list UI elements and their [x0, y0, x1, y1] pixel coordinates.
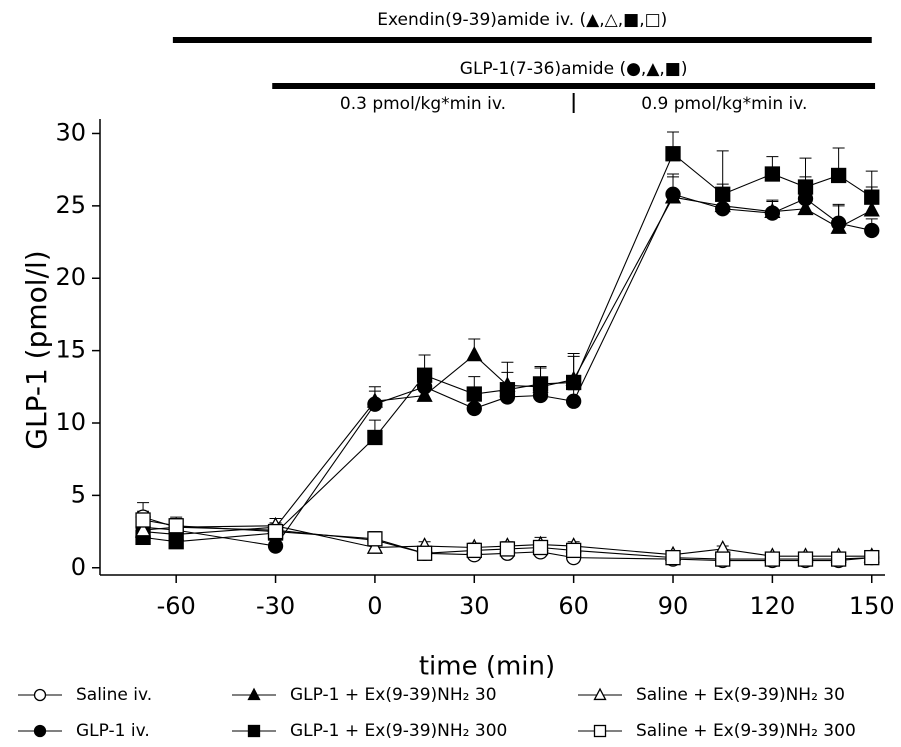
- y-tick-label: 0: [71, 553, 86, 581]
- marker: [593, 687, 607, 701]
- marker: [797, 551, 814, 567]
- marker: [366, 538, 383, 554]
- marker: [168, 518, 184, 534]
- marker: [33, 724, 47, 738]
- marker: [565, 542, 582, 559]
- marker: [367, 429, 383, 446]
- legend-label: Saline iv.: [76, 685, 152, 705]
- x-tick-label: 150: [849, 592, 895, 620]
- marker: [797, 179, 814, 195]
- marker: [864, 549, 880, 566]
- marker: [665, 146, 681, 162]
- marker: [247, 724, 261, 738]
- marker: [366, 392, 383, 408]
- marker: [466, 542, 482, 559]
- marker: [367, 531, 383, 547]
- x-axis-label: time (min): [419, 652, 555, 682]
- marker: [863, 201, 880, 217]
- marker: [416, 386, 433, 402]
- marker: [565, 374, 582, 391]
- x-tick-label: 60: [558, 592, 589, 620]
- marker: [499, 541, 516, 557]
- x-tick-label: 90: [658, 592, 689, 620]
- marker: [532, 376, 549, 392]
- y-tick-label: 15: [55, 336, 86, 364]
- infusion-label: GLP-1(7-36)amide (●,▲,■): [460, 59, 688, 79]
- marker: [499, 382, 516, 398]
- marker: [797, 199, 814, 216]
- marker: [715, 551, 731, 567]
- marker: [764, 166, 781, 182]
- marker: [134, 521, 152, 537]
- marker: [714, 196, 731, 213]
- marker: [830, 167, 847, 184]
- marker: [864, 189, 880, 205]
- marker: [466, 346, 483, 362]
- marker: [593, 724, 607, 738]
- marker: [416, 545, 433, 561]
- marker: [416, 367, 433, 383]
- legend-label: Saline + Ex(9-39)NH₂ 300: [636, 721, 856, 741]
- marker: [764, 202, 781, 218]
- x-tick-label: -60: [157, 592, 196, 620]
- marker: [168, 534, 184, 550]
- infusion-label: Exendin(9-39)amide iv. (▲,△,■,□): [377, 10, 667, 30]
- marker: [764, 551, 781, 567]
- dose-label: 0.9 pmol/kg*min iv.: [641, 94, 807, 114]
- legend-label: GLP-1 + Ex(9-39)NH₂ 300: [290, 721, 507, 741]
- y-tick-label: 25: [55, 191, 86, 219]
- marker: [665, 549, 681, 566]
- marker: [830, 218, 847, 234]
- y-tick-label: 20: [55, 263, 86, 291]
- marker: [247, 687, 261, 701]
- dose-label: 0.3 pmol/kg*min iv.: [340, 94, 506, 114]
- legend-label: Saline + Ex(9-39)NH₂ 30: [636, 685, 845, 705]
- marker: [532, 539, 549, 556]
- x-tick-label: 30: [459, 592, 490, 620]
- marker: [267, 523, 284, 540]
- x-tick-label: 120: [749, 592, 795, 620]
- marker: [33, 688, 47, 702]
- x-tick-label: 0: [367, 592, 382, 620]
- marker: [664, 188, 682, 204]
- x-tick-label: -30: [256, 592, 295, 620]
- marker: [565, 393, 582, 409]
- marker: [466, 386, 482, 402]
- marker: [267, 538, 284, 554]
- marker: [864, 222, 880, 239]
- y-tick-label: 5: [71, 480, 86, 508]
- marker: [830, 551, 847, 567]
- legend-label: GLP-1 + Ex(9-39)NH₂ 30: [290, 685, 497, 705]
- y-tick-label: 10: [55, 408, 86, 436]
- y-axis-label: GLP-1 (pmol/l): [20, 250, 53, 449]
- y-tick-label: 30: [55, 118, 86, 146]
- marker: [135, 512, 151, 528]
- marker: [466, 400, 482, 417]
- marker: [715, 186, 731, 202]
- legend-label: GLP-1 iv.: [76, 721, 150, 741]
